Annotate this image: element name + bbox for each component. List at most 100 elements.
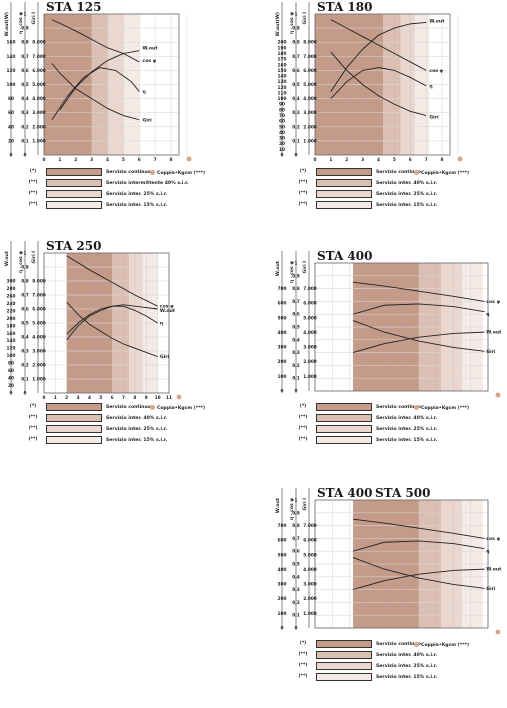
eff-tick-label: 0,1 [21, 138, 29, 144]
series-label: η [486, 313, 489, 318]
watt-tick-label: 240 [7, 301, 16, 307]
watt-tick-label: 160 [7, 331, 16, 337]
x-tick-label: 2 [74, 157, 77, 163]
rpm-tick-label: 1.000 [303, 611, 317, 617]
legend-label: Servizio inter. 40% s.i.r. [106, 415, 168, 421]
watt-tick-label: 20 [279, 141, 285, 147]
legend-swatch [316, 662, 372, 670]
eff-tick-label: 0 [295, 389, 298, 395]
series-label: cos φ [160, 305, 174, 310]
eff-tick-label: 0,9 [292, 510, 300, 516]
rpm-tick-label: 3.000 [303, 110, 317, 116]
legend-key: (**) [28, 191, 38, 196]
eff-tick-label: 0,3 [292, 350, 300, 356]
legend-swatch [46, 190, 102, 198]
legend-extra-text: Coppia•Kgcm [157, 170, 193, 176]
legend-extra: Coppia•Kgcm (***) [414, 641, 469, 648]
watt-tick-label: 120 [7, 68, 16, 74]
series-label: W.out [486, 330, 502, 336]
plot-frame [43, 252, 170, 394]
x-tick-label: 0 [43, 395, 46, 401]
eff-tick-label: 0,4 [21, 335, 29, 341]
legend-key: (**) [28, 415, 38, 420]
legend-label: Servizio inter. 15% s.i.r. [106, 202, 168, 208]
legend-swatch [316, 168, 372, 176]
legend-key: (*) [299, 641, 307, 646]
rpm-tick-label: 4.000 [32, 335, 46, 341]
series-line [352, 303, 485, 315]
legend-key: (**) [298, 191, 308, 196]
plot-frame [314, 13, 451, 156]
x-tick-label: 11 [166, 395, 172, 401]
rpm-tick-label: 3.000 [32, 349, 46, 355]
plot-frame [314, 499, 489, 629]
watt-tick-label: 200 [278, 40, 287, 46]
axis-header: Giri I [302, 498, 308, 511]
eff-tick-label: 0,8 [292, 40, 300, 46]
legend-extra-suffix: (***) [457, 405, 470, 411]
x-tick-label: 8 [441, 157, 444, 163]
series-label: Giri [160, 354, 170, 360]
eff-tick-label: 0,4 [292, 574, 300, 580]
x-tick-label: 2 [65, 395, 68, 401]
torque-dot-icon [457, 156, 463, 162]
series-label: Giri [486, 586, 496, 592]
x-tick-label: 6 [111, 395, 114, 401]
rpm-tick-label: 5.000 [32, 82, 46, 88]
series-label: η [160, 322, 163, 327]
rpm-tick-label: 1.000 [32, 138, 46, 144]
legend-swatch [316, 403, 372, 411]
eff-tick-label: 0,2 [292, 363, 300, 369]
watt-tick-label: 500 [278, 552, 287, 558]
eff-tick-label: 0,2 [292, 124, 300, 130]
x-tick-label: 5 [122, 157, 125, 163]
chart-sta125: STA 125 W.out(W) η · cos φ Giri I 1 0,9 0,8 0,7… [4, 0, 194, 170]
plot-frame [43, 13, 180, 156]
eff-tick-label: 0,3 [21, 110, 29, 116]
eff-tick-label: 0,3 [21, 349, 29, 355]
chart-sta250: STA 250 W.out η · cos φ Giri I 1 0,9 0,8 0,7 0,6… [4, 235, 194, 405]
series-line [66, 301, 158, 358]
x-tick-label: 4 [377, 157, 380, 163]
series-line [66, 255, 158, 307]
watt-tick-label: 400 [278, 330, 287, 336]
eff-tick-label: 0,5 [21, 321, 29, 327]
axis-header: Giri I [302, 12, 308, 25]
series-line [66, 305, 158, 341]
legend-key: (**) [28, 437, 38, 442]
x-tick-label: 5 [99, 395, 102, 401]
eff-tick-label: 0,6 [292, 312, 300, 318]
legend-extra-suffix: (***) [193, 170, 206, 176]
rpm-tick-label: 8.000 [32, 40, 46, 46]
legend-label: Servizio inter. 15% s.i.r. [106, 437, 168, 443]
legend-swatch [46, 201, 102, 209]
legend-label: Servizio inter. 15% s.i.r. [376, 674, 438, 680]
dot-icon [414, 404, 419, 410]
axis-header: η · cos φ [19, 251, 24, 273]
eff-tick-label: 0,5 [292, 562, 300, 568]
rpm-tick-label: 6.000 [303, 68, 317, 74]
legend-key: (*) [29, 169, 37, 174]
watt-tick-label: 200 [7, 316, 16, 322]
legend-label: Servizio intermittente 40% s.i.r. [106, 180, 189, 186]
legend-label: Servizio inter. 25% s.i.r. [106, 426, 168, 432]
dot-icon [150, 169, 155, 175]
series-line [352, 540, 485, 552]
legend-extra-suffix: (***) [193, 405, 206, 411]
rpm-tick-label: 2.000 [303, 596, 317, 602]
x-tick-label: 3 [90, 157, 93, 163]
watt-tick-label: 300 [278, 345, 287, 351]
watt-tick-label: 140 [7, 338, 16, 344]
axis-header: W.out(W) [275, 12, 281, 36]
legend-swatch [316, 201, 372, 209]
rpm-tick-label: 7.000 [303, 54, 317, 60]
x-tick-label: 6 [138, 157, 141, 163]
chart-title: STA 125 [46, 0, 101, 14]
x-tick-label: 4 [106, 157, 109, 163]
eff-tick-label: 0,7 [292, 536, 300, 542]
eff-tick-label: 0 [24, 391, 27, 397]
watt-tick-label: 600 [278, 538, 287, 544]
series-line [51, 63, 140, 121]
axis-header: W.out [275, 260, 281, 276]
series-line [330, 67, 427, 99]
